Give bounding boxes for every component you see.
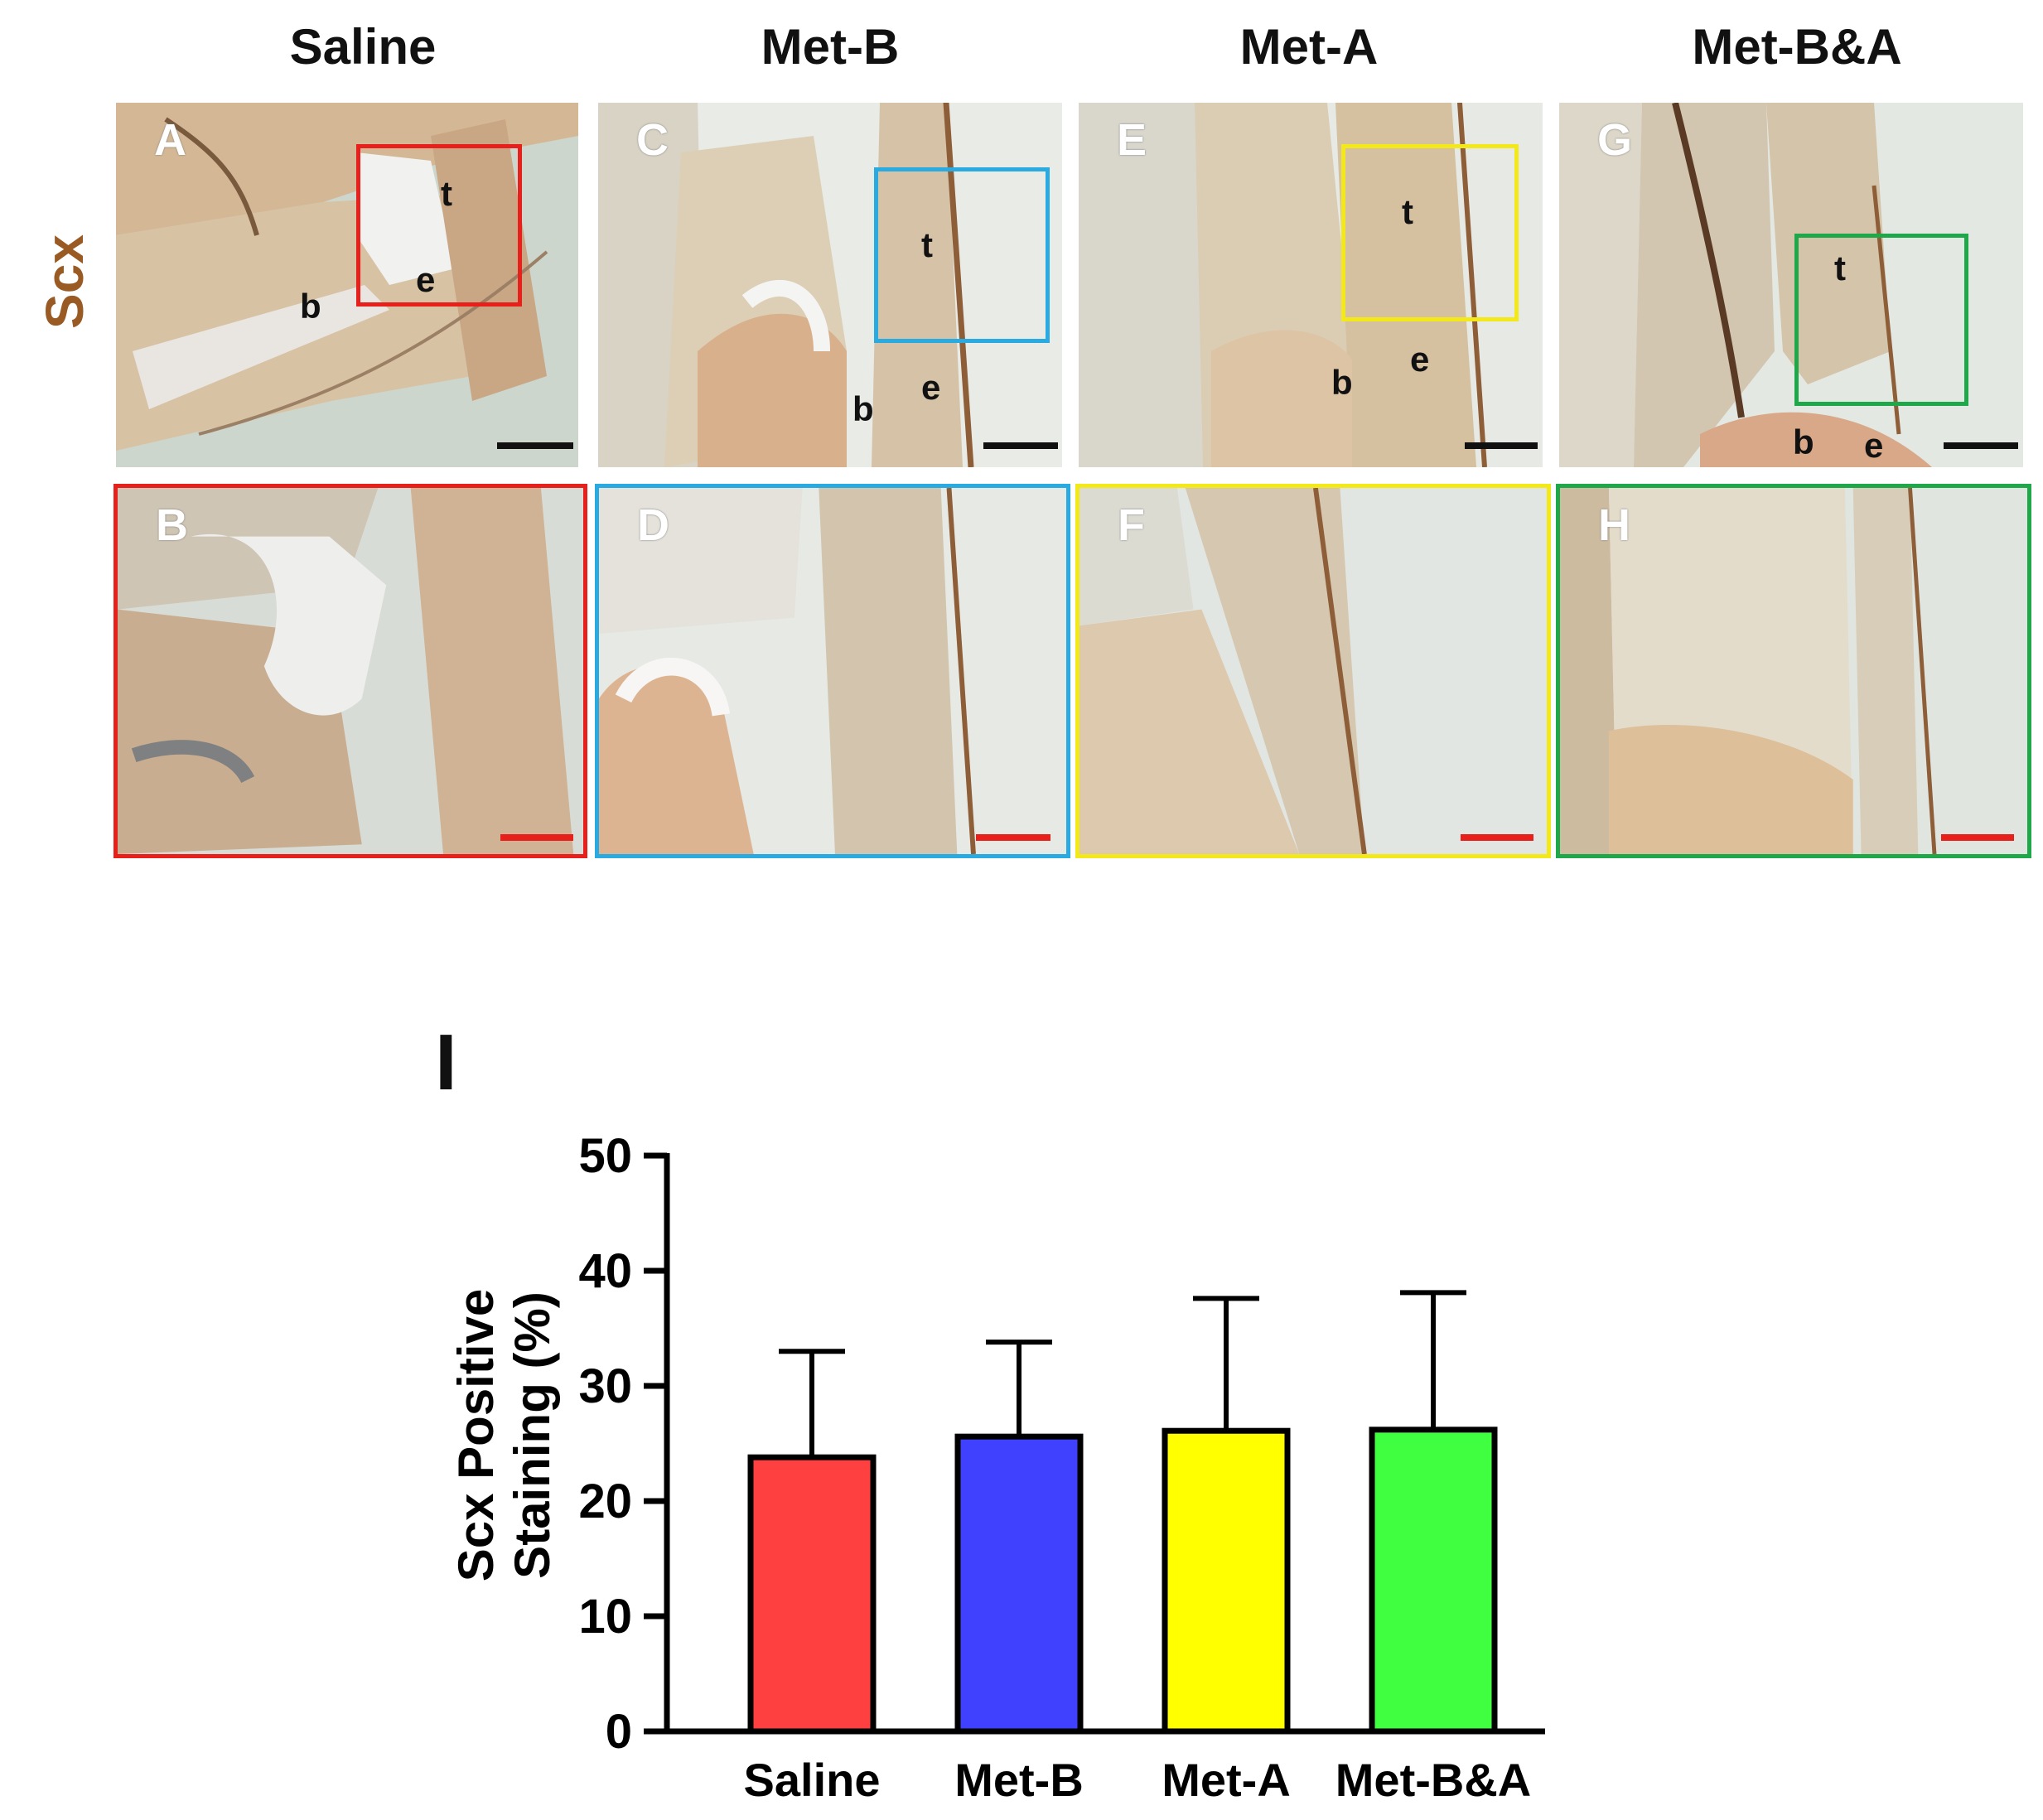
micrograph-d-image bbox=[599, 488, 1066, 854]
label-tendon-a: t bbox=[441, 174, 452, 213]
panel-label-c: C bbox=[636, 115, 669, 165]
panel-label-g: G bbox=[1597, 115, 1633, 165]
y-axis-label-line: Scx Positive bbox=[448, 1289, 504, 1582]
micrograph-g-image bbox=[1559, 103, 2023, 467]
column-header-met-a: Met-A bbox=[1239, 19, 1379, 75]
panel-label-e: E bbox=[1117, 115, 1147, 165]
scale-bar-c bbox=[983, 442, 1058, 449]
micrograph-e-image bbox=[1079, 103, 1543, 467]
row-label: Scx bbox=[7, 224, 123, 340]
micrograph-panel-b: B bbox=[114, 484, 587, 858]
label-bone-c: b bbox=[852, 389, 874, 428]
y-tick-label: 30 bbox=[578, 1359, 632, 1413]
x-tick-label: Saline bbox=[744, 1754, 881, 1806]
micrograph-panel-d: D bbox=[595, 484, 1070, 858]
y-tick-label: 40 bbox=[578, 1244, 632, 1298]
label-enthesis-a: e bbox=[416, 260, 436, 299]
scale-bar-a bbox=[497, 442, 573, 449]
scale-bar-f bbox=[1461, 834, 1533, 841]
micrograph-panel-f: F bbox=[1075, 484, 1551, 858]
inset-box-e bbox=[1341, 144, 1519, 321]
panel-label-a: A bbox=[154, 115, 186, 165]
inset-box-a bbox=[356, 144, 522, 307]
label-enthesis-g: e bbox=[1864, 426, 1884, 465]
micrograph-h-image bbox=[1560, 488, 2027, 854]
micrograph-panel-c: C t e b bbox=[598, 103, 1062, 467]
inset-box-c bbox=[874, 167, 1050, 343]
label-tendon-g: t bbox=[1834, 249, 1846, 287]
y-tick-label: 20 bbox=[578, 1475, 632, 1528]
scale-bar-d bbox=[976, 834, 1050, 841]
scale-bar-h bbox=[1941, 834, 2014, 841]
panel-label-b: B bbox=[156, 500, 188, 550]
micrograph-b-image bbox=[118, 488, 583, 854]
micrograph-panel-h: H bbox=[1556, 484, 2031, 858]
label-enthesis-e: e bbox=[1410, 340, 1430, 379]
y-axis-label-line: Staining (%) bbox=[505, 1291, 560, 1579]
micrograph-panel-g: G t e b bbox=[1559, 103, 2023, 467]
column-header-met-b-a: Met-B&A bbox=[1692, 19, 1902, 75]
x-tick-label: Met-A bbox=[1162, 1754, 1291, 1806]
y-tick-label: 50 bbox=[578, 1129, 632, 1183]
panel-label-d: D bbox=[637, 500, 669, 550]
row-label-text: Scx bbox=[35, 234, 94, 329]
y-tick-label: 10 bbox=[578, 1590, 632, 1644]
label-tendon-e: t bbox=[1402, 192, 1413, 231]
bar-met-a bbox=[1162, 1427, 1291, 1735]
label-bone-e: b bbox=[1331, 363, 1353, 402]
micrograph-panel-e: E t e b bbox=[1079, 103, 1543, 467]
scale-bar-e bbox=[1465, 442, 1538, 449]
chart-panel-label: I bbox=[435, 1018, 457, 1107]
column-header-met-b: Met-B bbox=[761, 19, 900, 75]
micrograph-a-image bbox=[116, 103, 578, 467]
bar-saline bbox=[747, 1454, 877, 1735]
scale-bar-b bbox=[500, 834, 573, 841]
bar-chart: 0 10 20 30 40 50 Scx Positive Staining (%) Salin… bbox=[448, 1129, 1545, 1806]
x-tick-label: Met-B&A bbox=[1335, 1754, 1531, 1806]
scale-bar-g bbox=[1944, 442, 2018, 449]
column-header-saline: Saline bbox=[289, 19, 437, 75]
label-bone-a: b bbox=[300, 287, 321, 326]
micrograph-panel-a: A t e b bbox=[116, 103, 578, 467]
inset-box-g bbox=[1794, 234, 1968, 406]
bar-met-b bbox=[954, 1433, 1084, 1735]
x-tick-label: Met-B bbox=[954, 1754, 1084, 1806]
panel-label-f: F bbox=[1118, 500, 1145, 550]
micrograph-f-image bbox=[1079, 488, 1547, 854]
label-bone-g: b bbox=[1793, 422, 1814, 461]
micrograph-c-image bbox=[598, 103, 1062, 467]
panel-label-h: H bbox=[1598, 500, 1630, 550]
label-tendon-c: t bbox=[921, 225, 933, 264]
label-enthesis-c: e bbox=[921, 368, 941, 407]
bar-met-b-a bbox=[1369, 1427, 1498, 1735]
y-tick-label: 0 bbox=[606, 1705, 632, 1759]
